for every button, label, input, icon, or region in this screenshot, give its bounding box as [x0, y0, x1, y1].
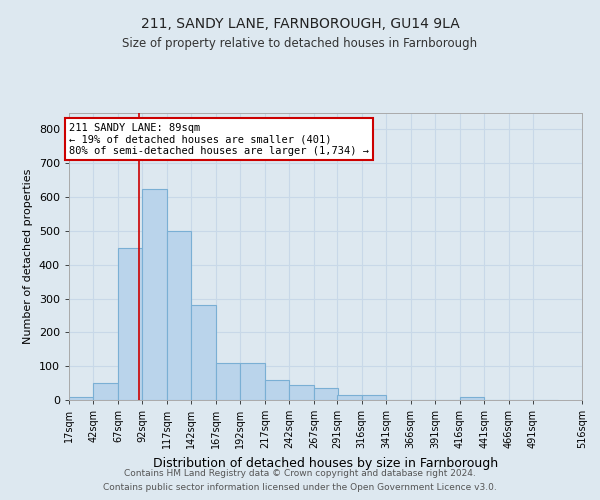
Text: 211 SANDY LANE: 89sqm
← 19% of detached houses are smaller (401)
80% of semi-det: 211 SANDY LANE: 89sqm ← 19% of detached … [69, 122, 369, 156]
Bar [191, 306, 216, 400]
Bar [142, 188, 167, 400]
Bar [314, 388, 338, 400]
Bar [460, 396, 484, 400]
Bar [289, 385, 314, 400]
Bar [265, 380, 289, 400]
Bar [69, 398, 94, 400]
Text: Contains public sector information licensed under the Open Government Licence v3: Contains public sector information licen… [103, 484, 497, 492]
Text: 211, SANDY LANE, FARNBOROUGH, GU14 9LA: 211, SANDY LANE, FARNBOROUGH, GU14 9LA [140, 18, 460, 32]
Text: Size of property relative to detached houses in Farnborough: Size of property relative to detached ho… [122, 38, 478, 51]
Bar [241, 363, 265, 400]
Bar [337, 395, 362, 400]
Bar [118, 248, 142, 400]
Bar [167, 231, 191, 400]
Bar [362, 395, 386, 400]
X-axis label: Distribution of detached houses by size in Farnborough: Distribution of detached houses by size … [153, 456, 498, 469]
Bar [216, 363, 241, 400]
Y-axis label: Number of detached properties: Number of detached properties [23, 168, 33, 344]
Text: Contains HM Land Registry data © Crown copyright and database right 2024.: Contains HM Land Registry data © Crown c… [124, 468, 476, 477]
Bar [94, 383, 118, 400]
